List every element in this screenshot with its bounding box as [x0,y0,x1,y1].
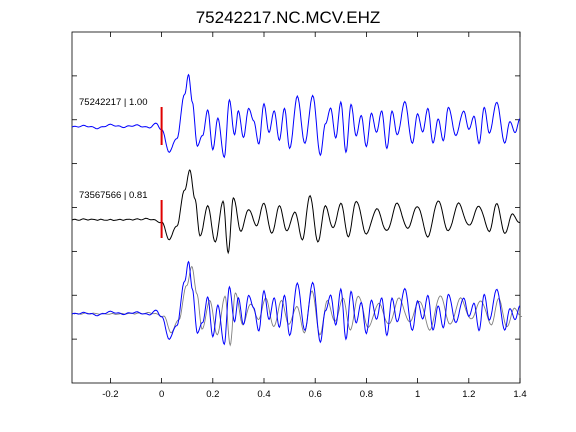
x-tick-label: 1.4 [513,389,526,400]
overlay-trace-line [73,265,523,347]
x-tick-label: 0.8 [360,389,373,400]
x-tick-label: 0.6 [309,389,322,400]
trace-line-3 [71,260,521,346]
x-tick-label: -0.2 [102,389,118,400]
trace-line-1 [71,73,521,159]
trace-label-2: 73567566 | 0.81 [79,190,148,201]
traces-layer: 75242217 | 1.00 73567566 | 0.81 [71,73,523,347]
trace-line-2 [71,169,521,255]
chart-title: 75242217.NC.MCV.EHZ [196,8,381,27]
y-axis-ticks [72,75,520,340]
plot-frame [71,31,521,384]
x-tick-label: 0 [159,389,164,400]
x-tick-label: 1 [415,389,420,400]
x-axis-ticks: -0.2 0 0.2 0.4 0.6 0.8 1 1.2 1.4 [102,32,527,400]
x-tick-label: 0.4 [257,389,270,400]
x-tick-label: 1.2 [462,389,475,400]
x-tick-label: 0.2 [206,389,219,400]
trace-label-1: 75242217 | 1.00 [79,97,148,108]
